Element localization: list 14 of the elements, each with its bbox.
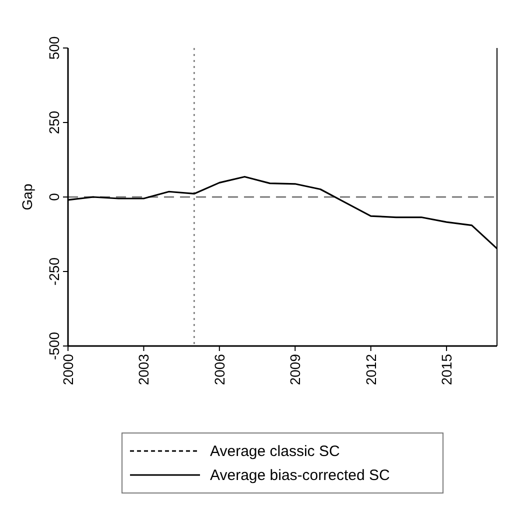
x-tick-label: 2009 [287,354,304,386]
legend-label: Average classic SC [210,443,340,460]
y-tick-label: -500 [46,332,62,360]
y-tick-label: -250 [46,257,62,286]
y-tick-label: 0 [46,192,62,201]
x-tick-label: 2003 [136,354,152,386]
x-tick-label: 2015 [438,354,455,386]
y-tick-label: 500 [46,36,62,60]
legend-label: Average bias-corrected SC [210,467,390,484]
y-tick-label: 250 [46,110,62,134]
x-tick-label: 2012 [362,354,379,386]
y-axis-title: Gap [19,184,35,210]
x-tick-label: 2000 [60,354,76,386]
x-tick-label: 2006 [211,354,228,386]
